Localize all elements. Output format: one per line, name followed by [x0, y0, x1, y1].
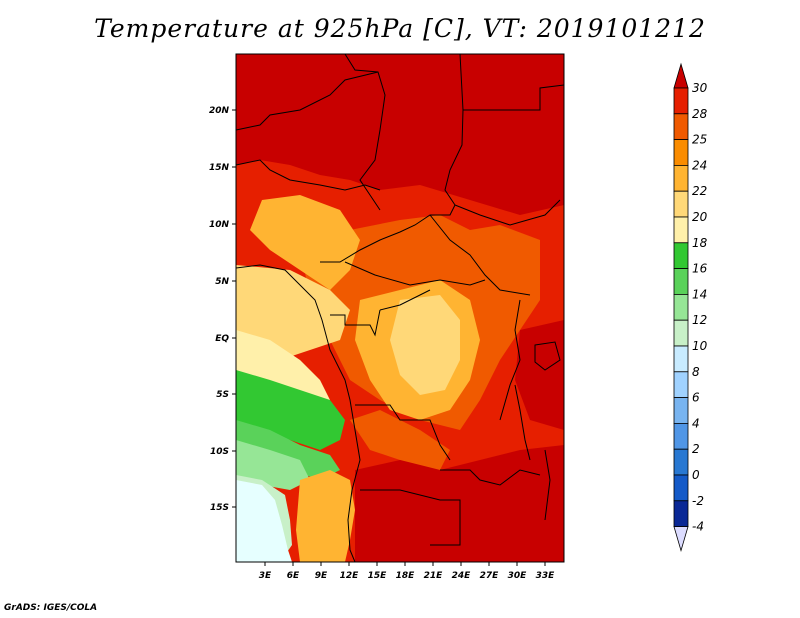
colorbar-bin — [673, 164, 689, 192]
border-drc-east — [499, 299, 521, 421]
field-hot-north — [236, 54, 564, 215]
field-green-light — [236, 440, 310, 490]
lat-tick-label: 10N — [209, 220, 230, 230]
colorbar-label: -2 — [692, 494, 704, 508]
lon-tick-label: 6E — [287, 571, 300, 581]
lat-tick-label: 5N — [215, 277, 229, 287]
colorbar-label: 25 — [692, 133, 707, 147]
border-lake-victoria — [534, 341, 561, 371]
country-borders — [236, 54, 564, 562]
colorbar-low-arrow — [673, 526, 689, 553]
colorbar-bin — [673, 448, 689, 476]
lon-tick-label: 15E — [368, 571, 388, 581]
colorbar-high-arrow — [673, 62, 689, 89]
lon-tick-label: 24E — [452, 571, 472, 581]
border-lake-malawi — [544, 449, 551, 521]
grads-credit: GrADS: IGES/COLA — [4, 603, 98, 613]
border-angola — [355, 404, 451, 461]
colorbar-bin — [673, 190, 689, 218]
colorbar-bin — [673, 319, 689, 347]
lon-tick-label: 3E — [259, 571, 272, 581]
lat-tick-label: 20N — [209, 106, 230, 116]
colorbar-label: 30 — [692, 81, 708, 95]
colorbar-label: 2 — [692, 442, 700, 456]
lon-tick-label: 18E — [396, 571, 416, 581]
colorbar-label: 8 — [692, 365, 700, 379]
field-tan-west — [236, 265, 350, 360]
colorbar-bin — [673, 474, 689, 502]
map-title: Temperature at 925hPa [C], VT: 201910121… — [94, 14, 706, 43]
colorbar-bin — [673, 293, 689, 321]
lon-tick-label: 9E — [315, 571, 328, 581]
colorbar-label: 10 — [692, 339, 708, 353]
field-tan-congo — [390, 295, 460, 395]
colorbar-bin — [673, 371, 689, 398]
colorbar-label: 14 — [692, 287, 707, 301]
colorbar-bin — [673, 216, 689, 244]
colorbar-bin — [673, 500, 689, 527]
colorbar-bin — [673, 397, 689, 424]
border-lake-tanganyika — [514, 384, 531, 461]
border-sudan-east — [463, 84, 564, 111]
border-north-2 — [236, 71, 379, 131]
colorbar-label: 6 — [692, 391, 700, 405]
border-drc-north — [379, 289, 431, 311]
colorbar-bin — [673, 87, 689, 115]
border-chad-sudan — [320, 54, 464, 263]
lon-tick-label: 30E — [508, 571, 528, 581]
longitude-axis: 3E 6E 9E 12E 15E 18E 21E 24E 27E 30E 33E — [259, 562, 555, 581]
border-coast — [236, 264, 361, 562]
map-frame — [235, 53, 565, 563]
field-cyan-pale — [236, 480, 292, 562]
colorbar-label: 28 — [692, 107, 708, 121]
colorbar-label: 18 — [692, 236, 708, 250]
colorbar-label: 16 — [692, 262, 708, 276]
border-north-3 — [236, 159, 381, 191]
temperature-field — [236, 54, 564, 562]
field-coast-strip — [296, 470, 355, 562]
border-sudan-south — [454, 199, 561, 226]
field-warm-south — [350, 410, 450, 470]
border-gabon — [330, 309, 381, 337]
border-zambia — [440, 469, 541, 486]
colorbar-bin — [673, 268, 689, 295]
lat-tick-label: 10S — [210, 447, 229, 457]
field-light-orange — [250, 195, 360, 290]
colorbar-bin — [673, 422, 689, 450]
lat-tick-label: 5S — [216, 390, 229, 400]
latitude-axis: 20N 15N 10N 5N EQ 5S 10S 15S — [209, 106, 236, 513]
colorbar-label: 12 — [692, 313, 707, 327]
lon-tick-label: 12E — [340, 571, 360, 581]
lon-tick-label: 21E — [424, 571, 444, 581]
lat-tick-label: 15N — [209, 163, 230, 173]
colorbar-label: 20 — [692, 210, 708, 224]
colorbar-label: -4 — [692, 520, 704, 534]
lon-tick-label: 33E — [536, 571, 556, 581]
colorbar-bin — [673, 139, 689, 166]
field-hot-east — [515, 320, 564, 430]
colorbar-label: 24 — [692, 158, 707, 172]
border-namibia — [360, 489, 461, 546]
border-north-1 — [344, 54, 386, 211]
lon-tick-label: 27E — [480, 571, 500, 581]
colorbar-bin — [673, 242, 689, 270]
colorbar-label: 4 — [692, 416, 700, 430]
lat-tick-label: 15S — [210, 503, 229, 513]
colorbar-bin — [673, 113, 689, 141]
colorbar-label: 0 — [692, 468, 700, 482]
border-car — [344, 261, 486, 286]
lat-tick-label: EQ — [215, 334, 229, 344]
colorbar-bin — [673, 345, 689, 373]
border-south-sudan — [429, 214, 531, 296]
colorbar-label: 22 — [692, 184, 707, 198]
